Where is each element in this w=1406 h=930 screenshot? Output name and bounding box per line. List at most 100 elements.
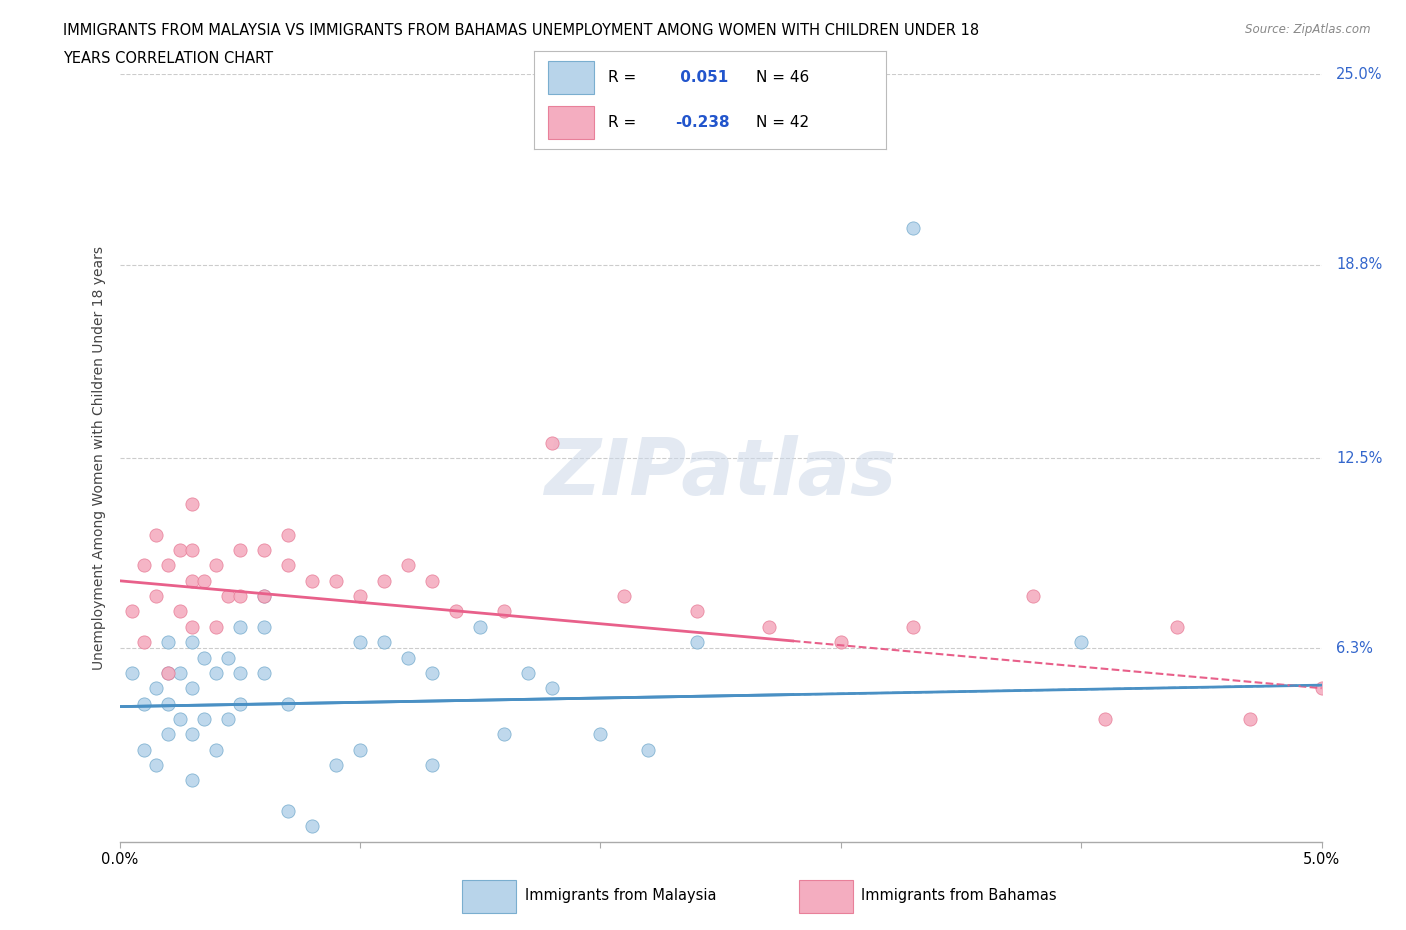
Point	[420, 757, 443, 772]
Text: -0.238: -0.238	[675, 115, 730, 130]
Point	[121, 604, 143, 619]
Point	[169, 666, 191, 681]
Point	[420, 573, 443, 589]
Point	[685, 634, 707, 649]
Point	[180, 634, 202, 649]
Point	[180, 727, 202, 742]
Point	[156, 666, 179, 681]
Y-axis label: Unemployment Among Women with Children Under 18 years: Unemployment Among Women with Children U…	[93, 246, 107, 670]
Point	[204, 619, 226, 634]
Point	[156, 696, 179, 711]
Text: ZIPatlas: ZIPatlas	[544, 435, 897, 512]
Text: 6.3%: 6.3%	[1336, 641, 1372, 656]
Point	[1022, 589, 1045, 604]
Point	[901, 619, 924, 634]
Point	[301, 573, 323, 589]
Point	[121, 666, 143, 681]
Text: Immigrants from Malaysia: Immigrants from Malaysia	[524, 887, 716, 903]
Point	[613, 589, 636, 604]
Point	[758, 619, 780, 634]
Point	[277, 696, 299, 711]
Point	[193, 573, 215, 589]
Point	[468, 619, 492, 634]
Point	[204, 742, 226, 757]
Point	[253, 589, 276, 604]
Point	[444, 604, 467, 619]
Point	[204, 558, 226, 573]
Text: R =: R =	[609, 70, 637, 85]
Point	[156, 727, 179, 742]
Point	[193, 650, 215, 665]
Text: 18.8%: 18.8%	[1336, 258, 1382, 272]
Point	[589, 727, 612, 742]
Point	[180, 573, 202, 589]
Bar	[463, 880, 516, 913]
Point	[180, 773, 202, 788]
Text: N = 42: N = 42	[756, 115, 808, 130]
Point	[541, 435, 564, 450]
Point	[1166, 619, 1188, 634]
Text: 25.0%: 25.0%	[1336, 67, 1382, 82]
Text: R =: R =	[609, 115, 637, 130]
Text: IMMIGRANTS FROM MALAYSIA VS IMMIGRANTS FROM BAHAMAS UNEMPLOYMENT AMONG WOMEN WIT: IMMIGRANTS FROM MALAYSIA VS IMMIGRANTS F…	[63, 23, 980, 38]
Point	[517, 666, 540, 681]
Point	[1239, 711, 1261, 726]
Point	[228, 696, 252, 711]
Point	[180, 619, 202, 634]
Bar	[548, 61, 593, 94]
Text: 0.051: 0.051	[675, 70, 728, 85]
Point	[373, 573, 395, 589]
Point	[396, 650, 419, 665]
Point	[145, 527, 167, 542]
Point	[901, 220, 924, 235]
Point	[132, 634, 155, 649]
Text: Source: ZipAtlas.com: Source: ZipAtlas.com	[1246, 23, 1371, 36]
Point	[373, 634, 395, 649]
Point	[277, 804, 299, 818]
Bar	[799, 880, 853, 913]
Point	[145, 681, 167, 696]
Point	[277, 558, 299, 573]
Point	[169, 711, 191, 726]
Bar	[548, 106, 593, 140]
Point	[228, 666, 252, 681]
Point	[156, 634, 179, 649]
Point	[228, 619, 252, 634]
Point	[180, 543, 202, 558]
Point	[494, 727, 516, 742]
Point	[156, 558, 179, 573]
Point	[132, 742, 155, 757]
Point	[253, 543, 276, 558]
Point	[169, 543, 191, 558]
Point	[1094, 711, 1116, 726]
Point	[349, 742, 371, 757]
Point	[204, 666, 226, 681]
Point	[217, 589, 239, 604]
Point	[228, 589, 252, 604]
Point	[301, 819, 323, 834]
Text: N = 46: N = 46	[756, 70, 808, 85]
Point	[217, 711, 239, 726]
Point	[253, 619, 276, 634]
Point	[349, 589, 371, 604]
Point	[169, 604, 191, 619]
Point	[349, 634, 371, 649]
Point	[1070, 634, 1092, 649]
Point	[637, 742, 659, 757]
Point	[253, 666, 276, 681]
Point	[180, 681, 202, 696]
Point	[541, 681, 564, 696]
Point	[420, 666, 443, 681]
Point	[277, 527, 299, 542]
Point	[145, 589, 167, 604]
Point	[1310, 681, 1333, 696]
Point	[325, 757, 347, 772]
Point	[132, 696, 155, 711]
Point	[217, 650, 239, 665]
Point	[228, 543, 252, 558]
Text: YEARS CORRELATION CHART: YEARS CORRELATION CHART	[63, 51, 273, 66]
Text: 12.5%: 12.5%	[1336, 450, 1382, 466]
Point	[685, 604, 707, 619]
Point	[396, 558, 419, 573]
Point	[193, 711, 215, 726]
